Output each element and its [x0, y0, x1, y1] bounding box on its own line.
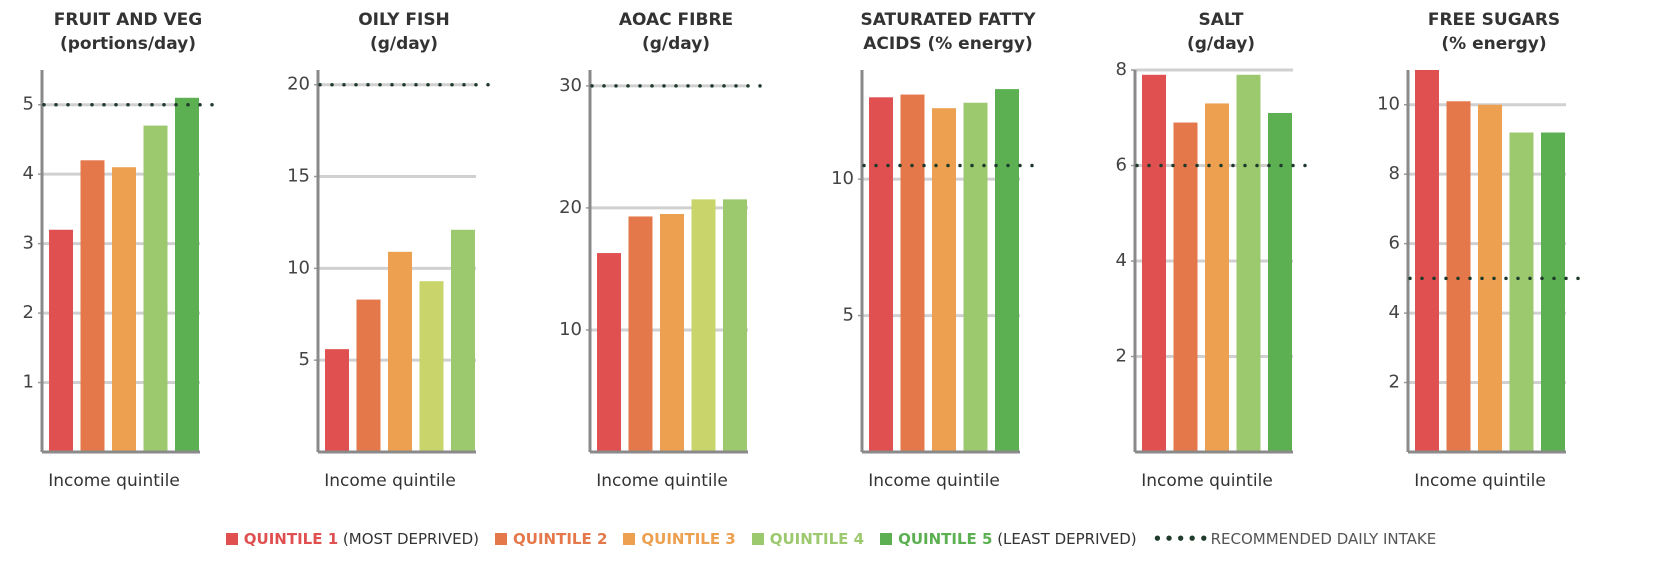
- y-tick-label: 4: [23, 163, 34, 184]
- legend: QUINTILE 1 (MOST DEPRIVED) QUINTILE 2 QUIN…: [0, 530, 1662, 548]
- legend-swatch: [751, 533, 764, 545]
- y-tick-label: 10: [559, 319, 582, 340]
- panel: AOAC FIBRE (g/day) 10 20 30 Income quintile: [559, 10, 768, 491]
- x-axis-label: Income quintile: [324, 471, 456, 491]
- legend-dots: •••••: [1152, 530, 1211, 548]
- bar: [80, 160, 105, 453]
- y-tick-label: 10: [287, 257, 310, 278]
- chart-title: SALT: [1198, 10, 1243, 30]
- bar: [356, 299, 381, 452]
- legend-item: QUINTILE 1 (MOST DEPRIVED): [225, 530, 480, 548]
- x-axis-label: Income quintile: [868, 471, 1000, 491]
- bar: [112, 167, 136, 452]
- bar: [691, 199, 716, 452]
- chart-title: SATURATED FATTY: [860, 10, 1036, 30]
- bar: [628, 216, 653, 452]
- y-tick-label: 6: [1116, 155, 1127, 176]
- y-tick-label: 8: [1389, 163, 1400, 184]
- bar: [388, 251, 412, 452]
- bar: [1509, 132, 1534, 452]
- legend-swatch: [495, 533, 508, 545]
- bar: [1142, 74, 1166, 453]
- chart-title: FRUIT AND VEG: [54, 10, 202, 30]
- x-axis-label: Income quintile: [596, 471, 728, 491]
- legend-swatch: [225, 533, 238, 545]
- y-tick-label: 5: [843, 305, 854, 326]
- legend-item: QUINTILE 4: [751, 530, 865, 548]
- bar: [1268, 112, 1292, 452]
- y-tick-label: 3: [23, 233, 34, 254]
- legend-name: QUINTILE 5: [898, 530, 993, 548]
- chart-subtitle: (portions/day): [60, 34, 196, 54]
- y-tick-label: 10: [831, 168, 854, 189]
- bar: [869, 97, 893, 453]
- y-tick-label: 2: [1116, 346, 1127, 367]
- bar: [1236, 74, 1261, 453]
- bar: [723, 199, 747, 452]
- y-tick-label: 2: [23, 302, 34, 323]
- panel: SALT (g/day) 2 4 6 8 Income quintile: [1116, 10, 1313, 491]
- charts: FRUIT AND VEG (portions/day) 1 2 3 4 5 Income q…: [23, 10, 1586, 491]
- y-tick-label: 1: [23, 372, 34, 393]
- chart-subtitle: (g/day): [370, 34, 438, 54]
- x-axis-label: Income quintile: [48, 471, 180, 491]
- chart-title: OILY FISH: [358, 10, 450, 30]
- y-tick-label: 20: [559, 197, 582, 218]
- chart-subtitle: (% energy): [1441, 34, 1546, 54]
- legend-name: QUINTILE 3: [641, 530, 736, 548]
- y-tick-label: 2: [1389, 372, 1400, 393]
- legend-item: QUINTILE 5 (LEAST DEPRIVED): [880, 530, 1137, 548]
- panel: OILY FISH (g/day) 5 10 15 20 Income quintile: [287, 10, 496, 491]
- bar: [660, 214, 684, 452]
- bar: [1205, 103, 1229, 453]
- y-tick-label: 15: [287, 166, 310, 187]
- legend-name: QUINTILE 4: [769, 530, 865, 548]
- y-tick-label: 4: [1116, 250, 1127, 271]
- bar: [325, 349, 349, 452]
- bar: [1446, 101, 1471, 452]
- y-tick-label: 30: [559, 75, 582, 96]
- x-axis-label: Income quintile: [1414, 471, 1546, 491]
- bar: [995, 89, 1019, 452]
- y-tick-label: 4: [1389, 302, 1400, 323]
- y-tick-label: 8: [1116, 59, 1127, 80]
- bar: [49, 229, 73, 452]
- panel: SATURATED FATTY ACIDS (% energy) 5 10 Income…: [831, 10, 1040, 491]
- bar: [1541, 132, 1565, 452]
- y-tick-label: 5: [299, 349, 310, 370]
- chart-subtitle: (g/day): [642, 34, 710, 54]
- legend-note: (LEAST DEPRIVED): [997, 530, 1137, 548]
- legend-reference-label: RECOMMENDED DAILY INTAKE: [1210, 530, 1437, 548]
- legend-name: QUINTILE 1: [243, 530, 339, 548]
- y-tick-label: 20: [287, 74, 310, 95]
- panel: FREE SUGARS (% energy) 2 4 6 8 10 Income quinti…: [1377, 10, 1586, 491]
- chart-subtitle: ACIDS (% energy): [863, 34, 1033, 54]
- bar: [419, 281, 444, 452]
- bar: [900, 94, 925, 453]
- bar: [1415, 70, 1439, 452]
- y-tick-label: 5: [23, 94, 34, 115]
- chart-title: AOAC FIBRE: [619, 10, 733, 30]
- legend-swatch: [623, 533, 636, 545]
- legend-note: (MOST DEPRIVED): [342, 530, 480, 548]
- legend-item: QUINTILE 2: [495, 530, 607, 548]
- bar: [597, 253, 621, 452]
- chart-subtitle: (g/day): [1187, 34, 1255, 54]
- panel: FRUIT AND VEG (portions/day) 1 2 3 4 5 Income q…: [23, 10, 220, 491]
- legend-name: QUINTILE 2: [513, 530, 608, 548]
- bar: [1173, 122, 1198, 453]
- chart-title: FREE SUGARS: [1428, 10, 1560, 30]
- legend-reference: •••••RECOMMENDED DAILY INTAKE: [1153, 530, 1437, 548]
- legend-swatch: [880, 533, 893, 545]
- bar: [175, 97, 199, 453]
- bar: [143, 125, 168, 453]
- bar: [932, 108, 956, 452]
- y-tick-label: 10: [1377, 94, 1400, 115]
- x-axis-label: Income quintile: [1141, 471, 1273, 491]
- legend-item: QUINTILE 3: [623, 530, 736, 548]
- y-tick-label: 6: [1389, 233, 1400, 254]
- bar: [451, 229, 475, 452]
- bar: [963, 102, 988, 452]
